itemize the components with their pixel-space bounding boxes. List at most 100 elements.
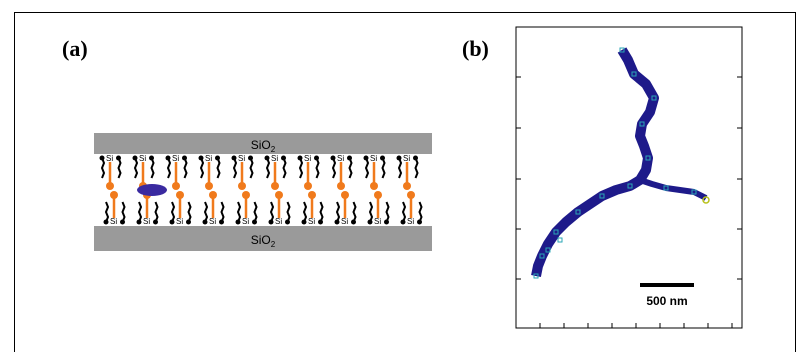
headgroup-top [264,155,270,161]
trajectory-marker [575,209,581,215]
plot-ticks [516,76,742,328]
headgroup-bottom [285,219,290,225]
trajectory [531,47,708,279]
trajectory-marker [639,121,645,127]
alkyl-chain-top [414,157,419,179]
alkyl-chain-bottom [253,201,258,223]
alkyl-chain-top [100,157,106,179]
alkyl-chain-top [282,157,287,179]
headgroup-top [248,155,253,161]
trajectory-marker [663,185,669,191]
si-atom-top-label: Si [337,154,344,163]
probe-head-top [172,182,180,190]
trajectory-marker [539,253,545,259]
trajectory-marker [631,71,637,77]
alkyl-chain-bottom [121,201,126,223]
trajectory-marker [651,95,657,101]
si-atom-bottom-label: Si [407,217,414,226]
headgroup-top [165,155,171,161]
probe-head-top [106,182,114,190]
headgroup-top [116,155,121,161]
si-atom-bottom-label: Si [341,217,348,226]
probe-head-bottom [407,191,415,199]
headgroup-top [330,155,336,161]
alkyl-chain-bottom [368,201,374,223]
alkyl-chain-top [249,157,254,179]
sio2-bottom-name: SiO [251,233,271,247]
headgroup-top [297,155,303,161]
alkyl-chain-bottom [236,201,242,223]
headgroup-bottom [120,219,125,225]
probe-head-bottom [341,191,349,199]
si-atom-bottom-label: Si [110,217,117,226]
si-atom-top-label: Si [139,154,146,163]
headgroup-bottom [384,219,389,225]
alkyl-chain-bottom [203,201,209,223]
probe-head-bottom [275,191,283,199]
alkyl-chain-top [331,157,337,179]
trajectory-marker [533,273,539,279]
probe-head-bottom [242,191,250,199]
alkyl-chain-bottom [418,201,423,223]
alkyl-chain-top [166,157,172,179]
alkyl-chain-bottom [137,201,143,223]
sio2-bottom-subscript: 2 [271,240,276,249]
alkyl-chain-top [150,157,155,179]
figure-frame [14,12,796,352]
alkyl-chain-bottom [269,201,275,223]
headgroup-bottom [252,219,257,225]
si-atom-top-label: Si [238,154,245,163]
probe-head-top [370,182,378,190]
alkyl-chain-bottom [104,201,110,223]
alkyl-chain-bottom [385,201,390,223]
alkyl-chain-bottom [352,201,357,223]
headgroup-bottom [202,219,208,225]
headgroup-bottom [400,219,406,225]
headgroup-top [347,155,352,161]
headgroup-top [99,155,105,161]
probe-head-bottom [176,191,184,199]
probe-head-top [337,182,345,190]
sio2-top-slab [94,133,432,154]
alkyl-chain-top [133,157,139,179]
headgroup-top [363,155,369,161]
headgroup-top [396,155,402,161]
probe-head-top [238,182,246,190]
si-atom-bottom-label: Si [209,217,216,226]
probe-head-bottom [110,191,118,199]
si-atom-bottom-label: Si [242,217,249,226]
headgroup-bottom [186,219,191,225]
alkyl-chain-top [216,157,221,179]
si-atom-top-label: Si [205,154,212,163]
alkyl-chain-bottom [170,201,176,223]
trajectory-marker [545,247,551,253]
figure: (a) (b) SiO2 SiO2 Si Si Si Si Si Si Si Si Si Si Si… [14,12,796,352]
probe-head-bottom [209,191,217,199]
probe-molecule [137,184,167,196]
sio2-bottom-label: SiO2 [251,233,276,249]
trajectory-marker [553,229,559,235]
headgroup-top [413,155,418,161]
alkyl-chain-top [232,157,238,179]
panel-label-a: (a) [62,36,88,61]
alkyl-chain-top [183,157,188,179]
panel-label-b: (b) [462,36,489,61]
alkyl-chain-top [117,157,122,179]
alkyl-chain-top [381,157,386,179]
headgroup-top [281,155,286,161]
alkyl-chain-top [199,157,205,179]
headgroup-bottom [367,219,373,225]
headgroup-bottom [268,219,274,225]
alkyl-chain-bottom [154,201,159,223]
probe-head-top [205,182,213,190]
sio2-top-name: SiO [251,138,271,152]
trajectory-marker [557,237,563,243]
alkyl-chain-bottom [319,201,324,223]
headgroup-bottom [153,219,158,225]
headgroup-top [182,155,187,161]
alkyl-chain-bottom [335,201,341,223]
probe-head-bottom [374,191,382,199]
probe-head-bottom [308,191,316,199]
headgroup-top [231,155,237,161]
alkyl-chain-bottom [302,201,308,223]
